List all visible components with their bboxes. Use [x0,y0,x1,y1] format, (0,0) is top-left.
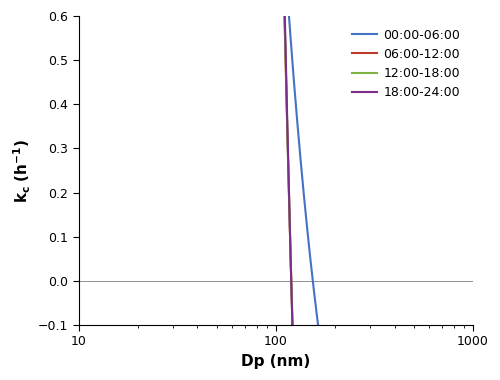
00:00-06:00 [308,263,314,268]
Legend: 00:00-06:00, 06:00-12:00, 12:00-18:00, 18:00-24:00: 00:00-06:00, 06:00-12:00, 12:00-18:00, 1… [346,22,467,106]
Line: 12:00-18:00: 12:00-18:00 [79,0,473,380]
Line: 06:00-12:00: 06:00-12:00 [79,0,473,380]
X-axis label: Dp (nm): Dp (nm) [242,354,310,369]
Line: 18:00-24:00: 18:00-24:00 [79,0,473,380]
Line: 00:00-06:00: 00:00-06:00 [79,0,473,380]
Y-axis label: $\mathbf{k_c}$ $\mathbf{(h^{-1})}$: $\mathbf{k_c}$ $\mathbf{(h^{-1})}$ [11,138,32,203]
